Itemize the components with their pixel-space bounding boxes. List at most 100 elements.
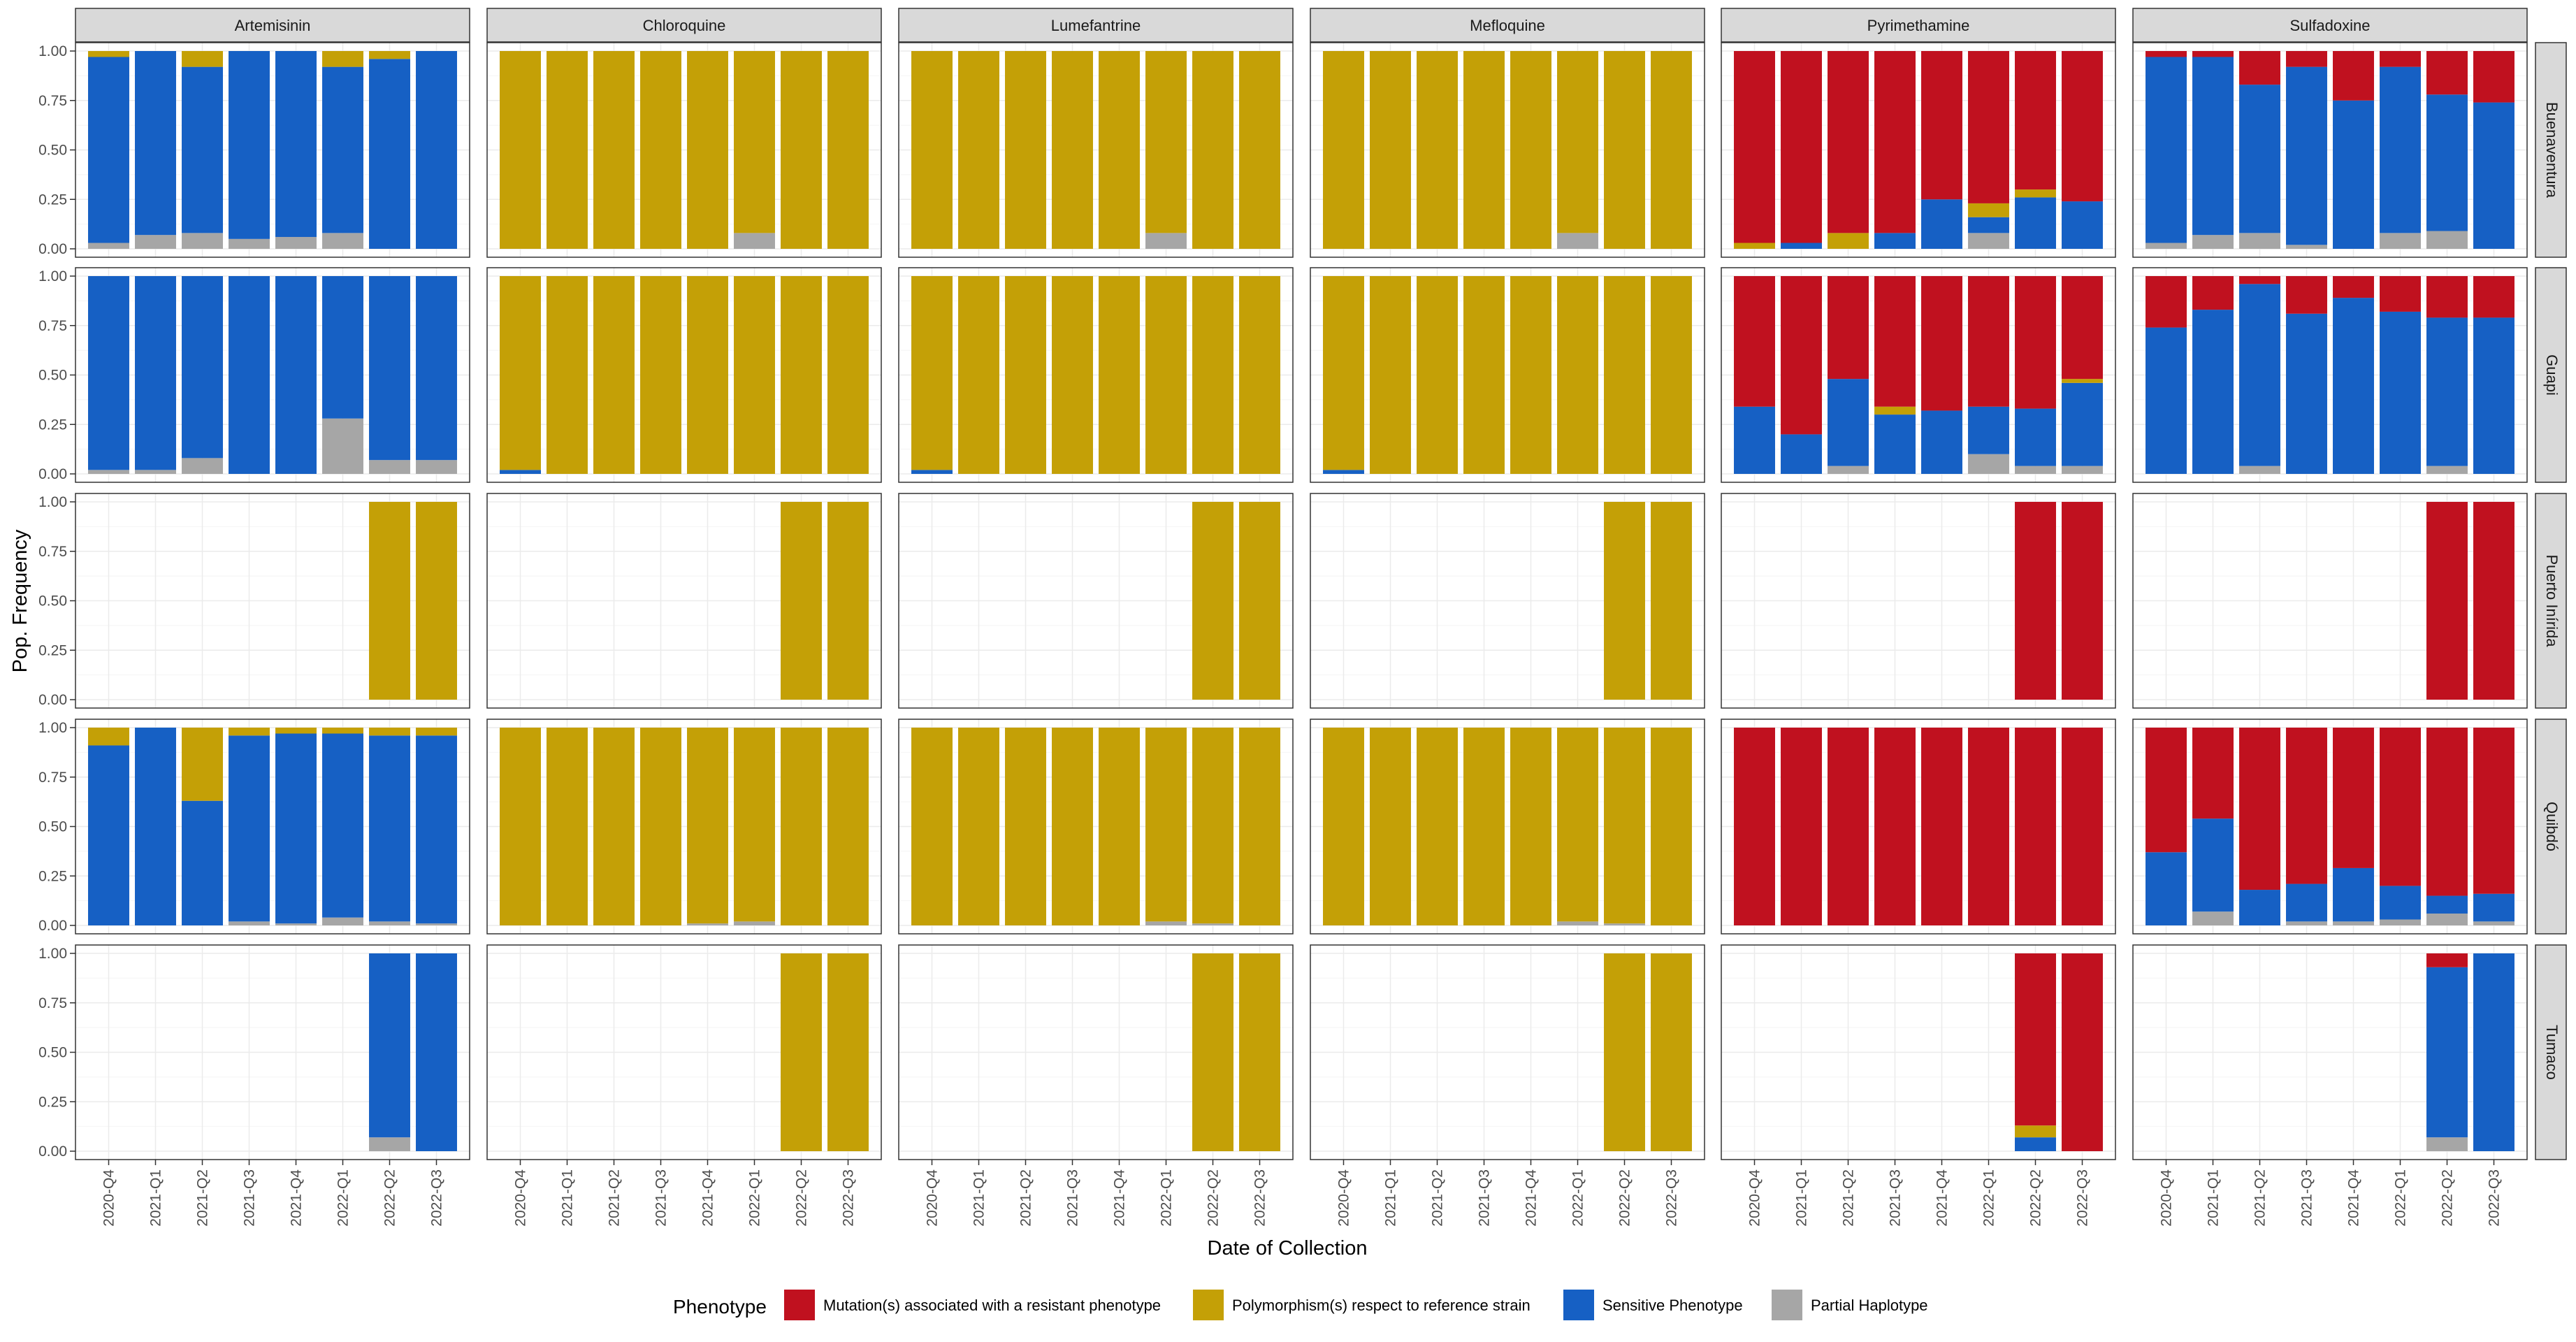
bar-segment-polymorphism-2022-q1 xyxy=(1557,276,1598,474)
x-tick-label: 2021-Q1 xyxy=(2206,1169,2222,1227)
bar-segment-sensitive-2021-q3 xyxy=(229,276,270,474)
bar-segment-sensitive-2021-q4 xyxy=(2333,867,2374,922)
legend-item-resistant: Mutation(s) associated with a resistant … xyxy=(784,1290,1161,1320)
bar-segment-sensitive-2022-q2 xyxy=(369,735,410,922)
bar-segment-polymorphism-2022-q1 xyxy=(734,51,775,233)
x-axis-pyrimethamine: 2020-Q4 2021-Q1 2021-Q2 2021-Q3 2021-Q4 2022-… xyxy=(1747,1160,2091,1227)
facet-strip-artemisinin: Artemisinin xyxy=(75,8,470,43)
x-tick-label: 2022-Q2 xyxy=(1206,1169,1222,1227)
bar-segment-sensitive-2022-q1 xyxy=(322,733,363,918)
bar-segment-polymorphism-2021-q1 xyxy=(1370,51,1411,249)
panel-guapi-sulfadoxine xyxy=(2132,267,2528,483)
y-tick-label: 0.75 xyxy=(38,995,67,1011)
x-tick-label: 2022-Q2 xyxy=(1617,1169,1633,1227)
bar-segment-polymorphism-2021-q3 xyxy=(640,51,681,249)
facet-strip-label: Artemisinin xyxy=(235,17,311,34)
y-axis-guapi: 0.00 0.25 0.50 0.75 1.00 xyxy=(38,268,75,482)
bar-segment-partial-2021-q4 xyxy=(687,923,728,925)
y-axis-quibdo: 0.00 0.25 0.50 0.75 1.00 xyxy=(38,720,75,934)
panel-puerto-inirida-sulfadoxine xyxy=(2132,493,2528,709)
bar-segment-polymorphism-2022-q3 xyxy=(1239,51,1280,249)
facet-strip-background xyxy=(2132,8,2528,43)
bar-segment-sensitive-2021-q1 xyxy=(2192,57,2234,236)
bar-segment-sensitive-2022-q2 xyxy=(369,276,410,461)
x-tick-label: 2022-Q3 xyxy=(1664,1169,1680,1227)
bar-segment-polymorphism-2021-q4 xyxy=(275,728,317,734)
bar-segment-resistant-2022-q2 xyxy=(2015,502,2056,700)
bar-segment-sensitive-2022-q3 xyxy=(2473,953,2515,1151)
bar-segment-polymorphism-2022-q2 xyxy=(1604,728,1645,924)
bar-segment-sensitive-2020-q4 xyxy=(88,276,129,470)
panel-border xyxy=(1721,493,2116,709)
panel-buenaventura-mefloquine xyxy=(1310,42,1705,258)
row-strip-background xyxy=(2535,493,2567,709)
bar-segment-partial-2021-q3 xyxy=(2286,921,2327,925)
bar-segment-polymorphism-2022-q1 xyxy=(1557,728,1598,922)
legend-label: Mutation(s) associated with a resistant … xyxy=(823,1297,1161,1314)
bar-segment-sensitive-2021-q4 xyxy=(1921,199,1962,249)
bar-segment-polymorphism-2021-q1 xyxy=(1370,728,1411,925)
bar-segment-sensitive-2021-q1 xyxy=(135,51,176,236)
row-strip-background xyxy=(2535,944,2567,1160)
y-axis-tumaco: 0.00 0.25 0.50 0.75 1.00 xyxy=(38,946,75,1160)
row-strip-tumaco: Tumaco xyxy=(2535,944,2567,1160)
bar-segment-resistant-2022-q3 xyxy=(2062,276,2103,380)
y-tick-label: 0.75 xyxy=(38,770,67,786)
panel-tumaco-chloroquine xyxy=(486,944,882,1160)
bar-segment-resistant-2021-q2 xyxy=(1828,276,1869,380)
bar-segment-polymorphism-2022-q2 xyxy=(1604,502,1645,700)
y-tick-label: 0.25 xyxy=(38,868,67,884)
bar-segment-polymorphism-2021-q2 xyxy=(1417,51,1458,249)
bar-segment-polymorphism-2021-q2 xyxy=(593,728,635,925)
bar-segment-resistant-2022-q2 xyxy=(2426,502,2468,700)
row-strip-quibdo: Quibdó xyxy=(2535,719,2567,935)
legend-items: Mutation(s) associated with a resistant … xyxy=(784,1290,1928,1320)
bar-segment-partial-2022-q2 xyxy=(1604,923,1645,925)
bar-segment-polymorphism-2022-q3 xyxy=(1239,728,1280,925)
bar-segment-polymorphism-2022-q1 xyxy=(1968,203,2009,217)
bar-segment-polymorphism-2022-q3 xyxy=(416,728,457,736)
bar-segment-sensitive-2021-q2 xyxy=(1828,379,1869,466)
bar-segment-partial-2022-q1 xyxy=(1145,233,1187,249)
bar-segment-polymorphism-2022-q2 xyxy=(1192,953,1233,1151)
x-tick-label: 2021-Q3 xyxy=(653,1169,670,1227)
legend-item-sensitive: Sensitive Phenotype xyxy=(1563,1290,1743,1320)
x-tick-label: 2022-Q1 xyxy=(747,1169,763,1227)
y-tick-label: 0.50 xyxy=(38,593,67,609)
bar-segment-polymorphism-2022-q1 xyxy=(734,276,775,474)
bar-segment-sensitive-2022-q1 xyxy=(322,276,363,419)
bar-segment-partial-2022-q2 xyxy=(2426,231,2468,249)
y-tick-label: 0.75 xyxy=(38,318,67,334)
bar-segment-resistant-2021-q4 xyxy=(1921,728,1962,925)
facet-strip-label: Pyrimethamine xyxy=(1867,17,1970,34)
bar-segment-partial-2022-q1 xyxy=(322,917,363,925)
bar-segment-partial-2021-q2 xyxy=(1828,466,1869,474)
bar-segment-polymorphism-2022-q2 xyxy=(781,276,822,474)
x-tick-label: 2022-Q1 xyxy=(1981,1169,1997,1227)
bar-segment-sensitive-2022-q3 xyxy=(2473,102,2515,249)
facet-panels: Artemisinin Chloroquine Lumefantrine Mefloq… xyxy=(38,8,2567,1227)
x-tick-label: 2022-Q2 xyxy=(382,1169,398,1227)
bar-segment-polymorphism-2020-q4 xyxy=(1323,728,1364,925)
bar-segment-resistant-2020-q4 xyxy=(2146,728,2187,853)
panel-quibdo-chloroquine xyxy=(486,719,882,935)
bar-segment-partial-2022-q1 xyxy=(2380,233,2421,249)
bar-segment-resistant-2022-q3 xyxy=(2473,276,2515,318)
bar-segment-polymorphism-2021-q3 xyxy=(1463,276,1505,474)
x-tick-label: 2021-Q3 xyxy=(1888,1169,1904,1227)
y-tick-label: 0.00 xyxy=(38,692,67,708)
bar-segment-partial-2020-q4 xyxy=(88,243,129,249)
bar-segment-resistant-2021-q3 xyxy=(2286,51,2327,67)
bar-segment-partial-2021-q4 xyxy=(2333,921,2374,925)
bar-segment-sensitive-2021-q3 xyxy=(229,51,270,239)
legend: Phenotype Mutation(s) associated with a … xyxy=(673,1290,1928,1320)
legend-swatch xyxy=(1772,1290,1802,1320)
bar-segment-partial-2021-q2 xyxy=(182,233,223,249)
bar-segment-sensitive-2020-q4 xyxy=(1323,470,1364,474)
bar-segment-partial-2022-q1 xyxy=(1145,921,1187,925)
bar-segment-partial-2021-q3 xyxy=(229,921,270,925)
bar-segment-partial-2022-q3 xyxy=(416,460,457,474)
bar-segment-partial-2022-q1 xyxy=(734,921,775,925)
x-tick-label: 2021-Q2 xyxy=(1018,1169,1034,1227)
